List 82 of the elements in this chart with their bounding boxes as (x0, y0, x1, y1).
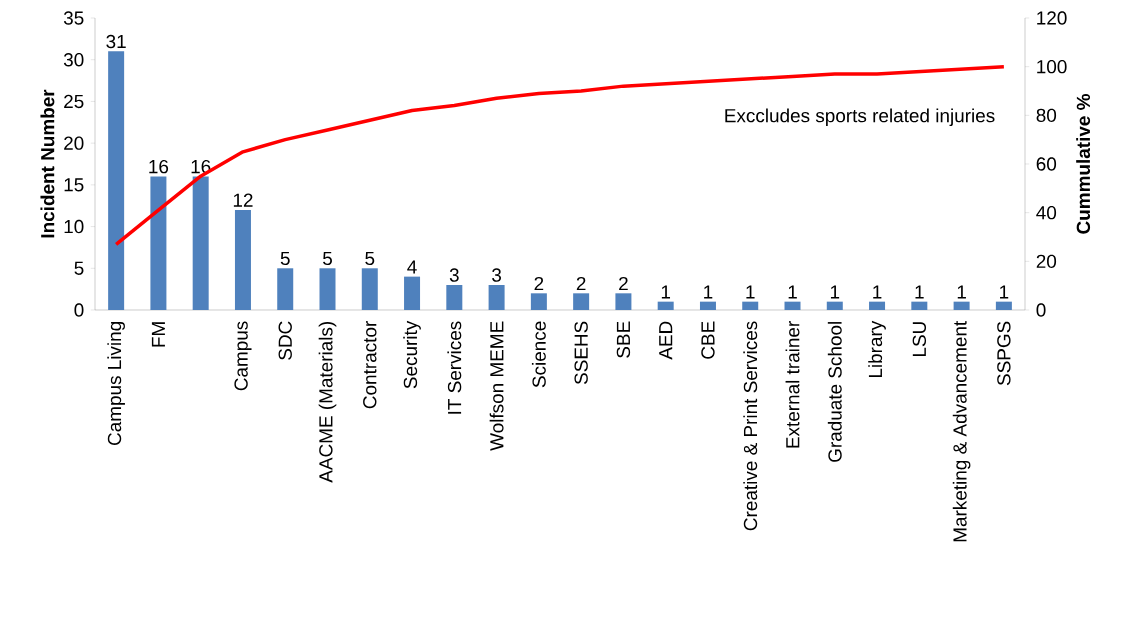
y2-tick-label: 120 (1037, 11, 1067, 25)
x-tick-label: Wolfson MEME (489, 321, 504, 451)
y2-tick-label: 80 (1036, 108, 1057, 123)
x-tick-label: Contractor (363, 321, 377, 409)
data-label: 2 (576, 276, 586, 291)
bar (699, 301, 716, 310)
x-tick-label: SBE (616, 321, 631, 358)
bar (108, 51, 125, 310)
bar (573, 293, 590, 310)
annotation: Exccludes sports related injuries (725, 108, 995, 127)
y2-tick-label: 20 (1036, 254, 1057, 269)
x-tick-label: Creative & Print Services (743, 321, 758, 531)
data-label: 5 (322, 251, 332, 266)
y2-tick-label: 60 (1036, 157, 1057, 171)
x-tick-label: Science (531, 321, 546, 388)
data-label: 1 (957, 285, 966, 299)
data-label: 1 (873, 285, 882, 299)
data-label: 4 (407, 260, 417, 274)
data-label: 1 (704, 285, 713, 299)
data-label: 5 (280, 251, 290, 266)
x-tick-label: Marketing & Advancement (952, 320, 971, 542)
x-tick-label: AED (659, 321, 673, 360)
y-tick-label: 10 (64, 219, 84, 234)
y-tick-label: 30 (63, 53, 84, 67)
data-label: 2 (619, 276, 628, 291)
bar (995, 301, 1012, 310)
y-tick-label: 0 (74, 303, 84, 317)
x-tick-label: Campus Living (107, 322, 125, 446)
data-label: 16 (149, 159, 169, 174)
bar (530, 293, 547, 310)
x-tick-label: External trainer (785, 321, 800, 448)
bar (319, 268, 336, 310)
data-label: 5 (365, 251, 375, 266)
y-tick-label: 20 (64, 136, 84, 150)
bar (404, 276, 421, 310)
x-tick-label: SSEHS (574, 321, 588, 385)
x-tick-label: AACME (Materials) (318, 321, 337, 483)
x-tick-label: CBE (701, 321, 715, 359)
x-tick-label: LSU (912, 322, 927, 357)
y2-axis-title: Cummulative % (1076, 94, 1091, 234)
bar (234, 209, 251, 310)
y2-tick-label: 0 (1036, 303, 1046, 317)
bar (192, 176, 209, 310)
bar (615, 293, 632, 310)
bar (488, 284, 505, 310)
x-tick-label: SDC (278, 321, 292, 360)
data-label: 1 (746, 285, 755, 299)
bar (446, 284, 463, 310)
x-tick-label: Library (868, 320, 886, 378)
data-label: 31 (106, 34, 126, 49)
x-tick-label: Security (403, 320, 421, 389)
data-label: 1 (915, 285, 924, 299)
y-tick-label: 15 (64, 178, 84, 192)
y-axis-title: Incident Number (40, 89, 55, 238)
bar (361, 268, 378, 310)
bar (657, 301, 674, 310)
data-label: 1 (1000, 285, 1009, 299)
data-label: 1 (788, 285, 797, 299)
y-tick-label: 25 (64, 94, 84, 109)
x-tick-label: FM (151, 322, 165, 347)
x-tick-label: SSPGS (997, 321, 1011, 386)
y2-tick-label: 100 (1037, 59, 1067, 74)
bar (911, 301, 928, 310)
y-tick-label: 5 (74, 261, 84, 275)
bar (826, 301, 843, 310)
bar (784, 301, 801, 310)
bar (150, 176, 167, 310)
bar (953, 301, 970, 310)
data-label: 1 (830, 285, 840, 299)
bar (277, 268, 294, 310)
data-label: 2 (534, 276, 544, 291)
bar (869, 301, 886, 310)
data-label: 3 (492, 268, 502, 282)
data-label: 12 (233, 193, 253, 207)
data-label: 3 (449, 268, 459, 282)
x-tick-label: Graduate School (827, 322, 842, 462)
y2-tick-label: 40 (1036, 205, 1057, 220)
bar (742, 301, 759, 310)
x-tick-label: IT Services (447, 321, 462, 414)
data-label: 1 (661, 285, 671, 299)
x-tick-label: Campus (234, 321, 252, 391)
y-tick-label: 35 (63, 11, 84, 25)
